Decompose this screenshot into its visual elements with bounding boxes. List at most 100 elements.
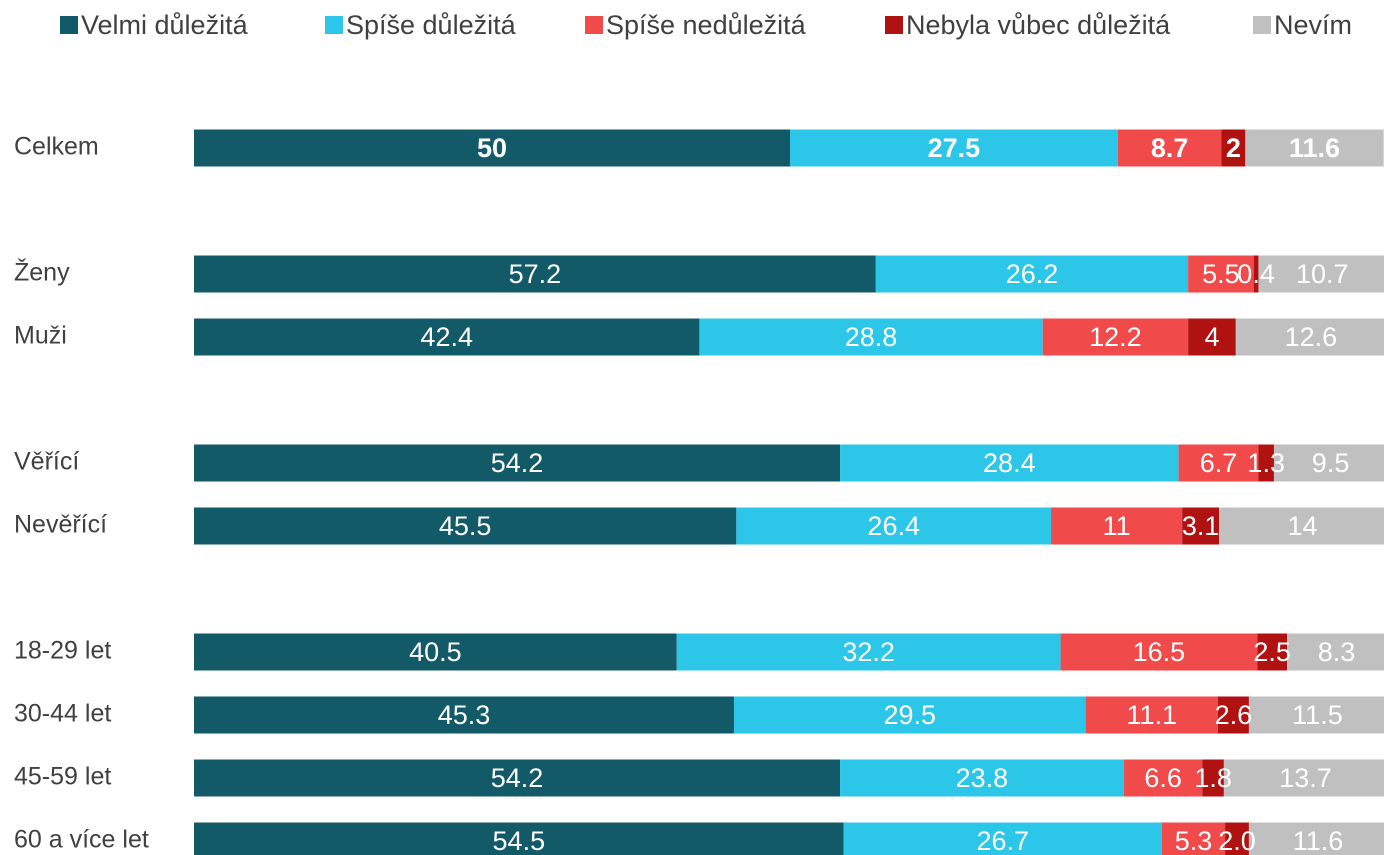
value-label: 54.2 bbox=[491, 763, 544, 793]
bar-segment bbox=[1202, 759, 1224, 797]
bar-segment bbox=[194, 822, 844, 855]
bar-segment bbox=[843, 822, 1162, 855]
bar-segment bbox=[1182, 507, 1220, 545]
value-label: 3.1 bbox=[1182, 511, 1220, 541]
bar-segment bbox=[1258, 255, 1384, 293]
bar-segment bbox=[733, 696, 1086, 734]
bar-segment bbox=[194, 129, 790, 167]
bar-segment bbox=[875, 255, 1189, 293]
bar-segment bbox=[1235, 318, 1384, 356]
value-label: 0.4 bbox=[1237, 259, 1275, 289]
bar-segment bbox=[1219, 507, 1384, 545]
category-label: 60 a více let bbox=[14, 826, 149, 854]
bar-segment bbox=[790, 129, 1118, 167]
bar-segment bbox=[194, 444, 841, 482]
bar-segment bbox=[1248, 822, 1384, 855]
value-label: 29.5 bbox=[884, 700, 937, 730]
category-label: 30-44 let bbox=[14, 700, 111, 728]
bar-segment bbox=[194, 696, 734, 734]
category-label: Ženy bbox=[14, 258, 70, 287]
bar-segment bbox=[194, 318, 700, 356]
value-label: 32.2 bbox=[842, 637, 895, 667]
value-label: 26.4 bbox=[867, 511, 920, 541]
bar-segment bbox=[1221, 129, 1246, 167]
value-label: 28.8 bbox=[845, 322, 898, 352]
bar-segment bbox=[840, 759, 1124, 797]
bar-segment bbox=[1287, 633, 1384, 671]
bar-segment bbox=[1085, 696, 1218, 734]
bar-segment bbox=[194, 507, 737, 545]
value-label: 5.3 bbox=[1175, 826, 1213, 855]
value-label: 42.4 bbox=[420, 322, 473, 352]
legend-label: Spíše důležitá bbox=[346, 10, 517, 40]
value-label: 28.4 bbox=[983, 448, 1036, 478]
value-label: 54.5 bbox=[493, 826, 546, 855]
value-label: 2 bbox=[1226, 133, 1241, 163]
bar-segment bbox=[699, 318, 1043, 356]
bar-segment bbox=[1123, 759, 1203, 797]
legend-swatch bbox=[325, 16, 343, 34]
bar-segment bbox=[1178, 444, 1259, 482]
category-label: Muži bbox=[14, 322, 67, 350]
value-label: 16.5 bbox=[1133, 637, 1186, 667]
value-label: 11 bbox=[1103, 511, 1131, 541]
value-label: 8.7 bbox=[1151, 133, 1189, 163]
value-label: 27.5 bbox=[928, 133, 981, 163]
legend-label: Nebyla vůbec důležitá bbox=[906, 10, 1171, 40]
legend-swatch bbox=[585, 16, 603, 34]
value-label: 2.0 bbox=[1218, 826, 1256, 855]
category-label: Nevěřící bbox=[14, 511, 107, 539]
bar-segment bbox=[1223, 759, 1384, 797]
legend-label: Velmi důležitá bbox=[81, 10, 249, 40]
value-label: 11.5 bbox=[1292, 700, 1343, 730]
bar-segment bbox=[1042, 318, 1189, 356]
legend-label: Spíše nedůležitá bbox=[606, 10, 807, 40]
value-label: 6.6 bbox=[1144, 763, 1182, 793]
value-label: 50 bbox=[477, 133, 507, 163]
value-label: 13.7 bbox=[1279, 763, 1332, 793]
bar-segment bbox=[1273, 444, 1384, 482]
bar-segment bbox=[736, 507, 1052, 545]
legend-label: Nevím bbox=[1274, 10, 1352, 40]
value-label: 8.3 bbox=[1318, 637, 1356, 667]
value-label: 10.7 bbox=[1296, 259, 1349, 289]
bar-segment bbox=[1188, 255, 1254, 293]
value-label: 5.5 bbox=[1202, 259, 1240, 289]
value-label: 2.5 bbox=[1253, 637, 1291, 667]
bar-segment bbox=[194, 633, 677, 671]
bar-segment bbox=[1248, 696, 1384, 734]
category-label: 18-29 let bbox=[14, 637, 111, 665]
legend-swatch bbox=[1253, 16, 1271, 34]
bar-segment bbox=[1117, 129, 1222, 167]
value-label: 11.6 bbox=[1293, 826, 1344, 855]
bar-segment bbox=[194, 759, 841, 797]
value-label: 54.2 bbox=[491, 448, 544, 478]
value-label: 26.7 bbox=[976, 826, 1029, 855]
bar-segment bbox=[1051, 507, 1183, 545]
bar-segment bbox=[840, 444, 1179, 482]
value-label: 12.6 bbox=[1285, 322, 1338, 352]
bar-segment bbox=[1225, 822, 1249, 855]
bar-segment bbox=[1245, 129, 1384, 167]
value-label: 40.5 bbox=[409, 637, 462, 667]
legend-swatch bbox=[885, 16, 903, 34]
value-label: 2.6 bbox=[1215, 700, 1253, 730]
value-label: 1.8 bbox=[1194, 763, 1232, 793]
value-label: 26.2 bbox=[1006, 259, 1059, 289]
legend-swatch bbox=[60, 16, 78, 34]
value-label: 45.5 bbox=[439, 511, 492, 541]
value-label: 45.3 bbox=[438, 700, 491, 730]
bar-segment bbox=[1188, 318, 1236, 356]
category-label: Celkem bbox=[14, 133, 99, 161]
value-label: 57.2 bbox=[509, 259, 562, 289]
bar-segment bbox=[194, 255, 876, 293]
value-label: 11.6 bbox=[1289, 133, 1340, 163]
value-label: 9.5 bbox=[1312, 448, 1350, 478]
bar-segment bbox=[676, 633, 1061, 671]
category-label: Věřící bbox=[14, 448, 79, 476]
value-label: 14 bbox=[1288, 511, 1318, 541]
value-label: 1.3 bbox=[1247, 448, 1285, 478]
value-label: 6.7 bbox=[1200, 448, 1238, 478]
value-label: 12.2 bbox=[1089, 322, 1142, 352]
